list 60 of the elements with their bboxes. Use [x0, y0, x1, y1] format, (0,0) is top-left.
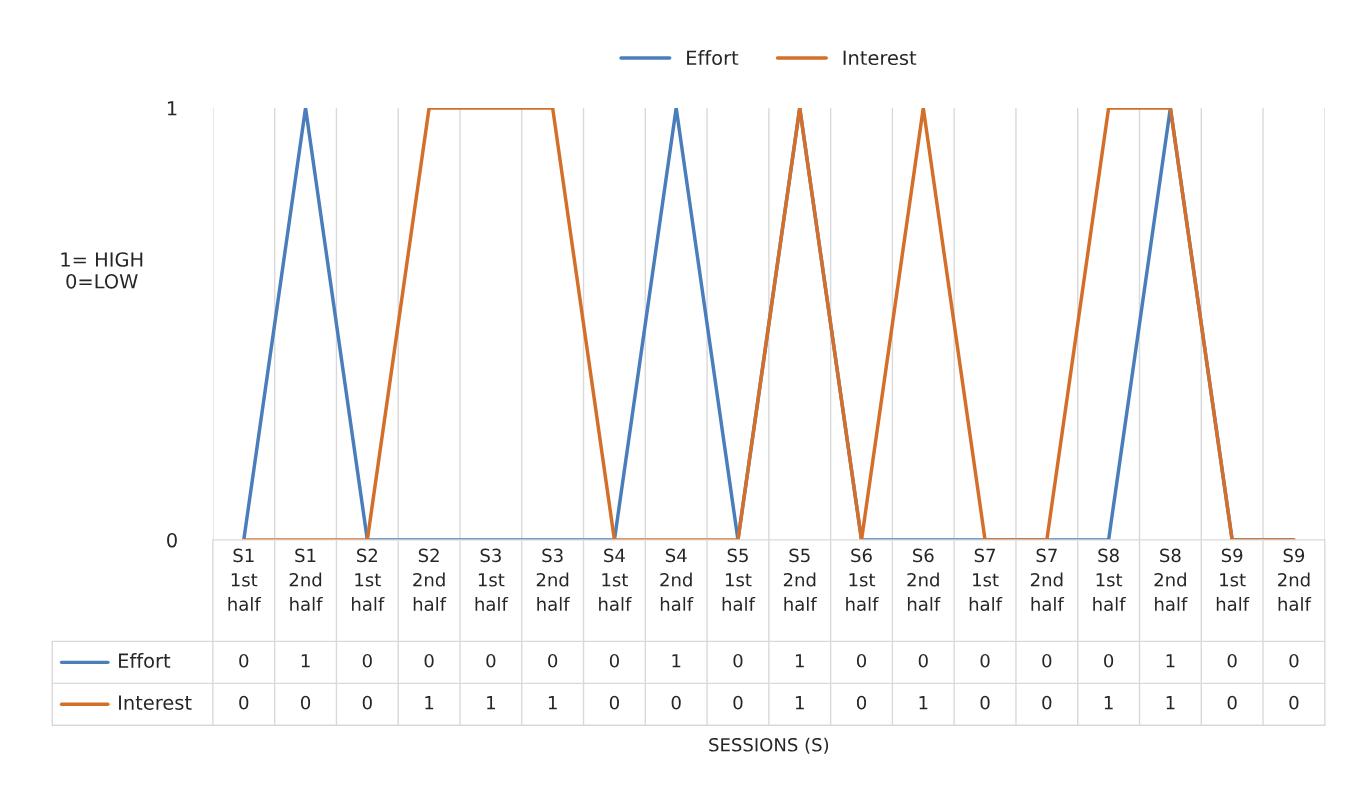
x-tick-label: S7 1st half [969, 548, 1003, 611]
data-label: 1 [487, 696, 495, 710]
data-label: 0 [424, 653, 434, 668]
data-label: 0 [609, 695, 619, 710]
x-tick-label: S2 2nd half [413, 548, 447, 611]
data-label: 0 [1042, 653, 1052, 668]
data-label: 0 [362, 695, 372, 710]
data-label: 1 [919, 696, 928, 710]
data-label: 1 [672, 654, 681, 668]
data-label: 0 [733, 653, 743, 668]
data-label: 0 [856, 653, 867, 668]
x-tick-label: S9 2nd half [1278, 548, 1312, 611]
data-label: 0 [671, 695, 681, 710]
data-label: 1 [425, 696, 434, 710]
data-label: 1 [1166, 654, 1175, 668]
data-label: 0 [733, 695, 743, 710]
x-tick-label: S1 1st half [228, 548, 262, 611]
legend-label: Effort [687, 50, 739, 66]
x-tick-label: S7 2nd half [1030, 548, 1065, 611]
x-tick-label: S8 2nd half [1154, 548, 1188, 611]
x-tick-label: S3 2nd half [536, 548, 570, 611]
x-tick-label: S3 1st half [475, 548, 509, 611]
data-label: 0 [486, 653, 496, 668]
x-tick-label: S6 1st half [846, 548, 879, 611]
data-label: 0 [1227, 695, 1237, 710]
data-label: 1 [795, 696, 804, 710]
data-label: 0 [918, 653, 928, 668]
data-label: 1 [1166, 696, 1175, 710]
data-label: 0 [1227, 653, 1237, 668]
data-label: 0 [548, 653, 558, 668]
data-label: 0 [301, 695, 311, 710]
x-tick-label: S1 2nd half [289, 548, 323, 611]
data-label: 0 [856, 695, 867, 710]
data-label: 0 [1289, 653, 1299, 668]
text: Interest [119, 695, 192, 710]
data-label: 0 [980, 695, 990, 710]
text: Effort [119, 652, 171, 669]
data-label: 1 [548, 696, 557, 710]
x-tick-label: S8 1st half [1093, 548, 1126, 611]
data-label: 1 [795, 654, 804, 668]
x-tick-label: S9 1st half [1216, 548, 1250, 611]
x-tick-label: S5 2nd half [783, 548, 818, 611]
data-label: 0 [1104, 653, 1114, 668]
y-axis-title: 1= HIGH 0=LOW [61, 252, 143, 289]
data-label: 0 [609, 653, 619, 668]
data-label: 0 [980, 653, 990, 668]
data-label: 0 [1042, 695, 1052, 710]
data-label: 0 [239, 653, 249, 668]
data-label: 0 [1289, 695, 1299, 710]
x-tick-label: S4 2nd half [660, 548, 694, 611]
x-tick-label: S6 2nd half [907, 548, 941, 611]
data-label: 0 [362, 653, 372, 668]
data-label: 1 [1104, 696, 1113, 710]
text: SESSIONS (S) [709, 737, 829, 754]
x-tick-label: S2 1st half [352, 548, 385, 611]
data-label: 0 [239, 695, 249, 710]
legend-label: Interest [843, 50, 917, 66]
x-tick-label: S4 1st half [599, 548, 632, 611]
x-tick-label: S5 1st half [722, 548, 756, 611]
data-label: 1 [301, 654, 310, 668]
